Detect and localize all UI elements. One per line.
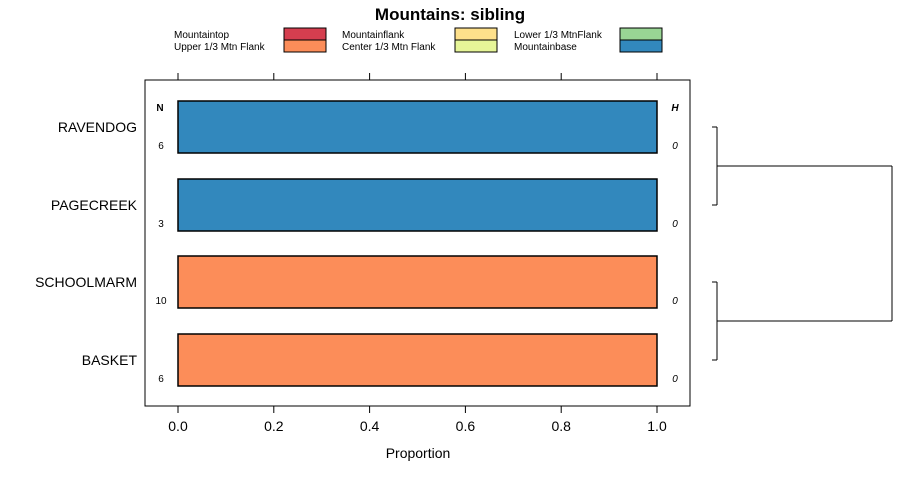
bar-ravendog-mountainbase: [178, 101, 657, 153]
n-h-annotations: N H 6 0 3 0 10 0 6 0: [155, 103, 679, 385]
n-value-pagecreek: 3: [158, 219, 164, 230]
bar-outline-basket: [177, 333, 658, 387]
chart-title: Mountains: sibling: [375, 5, 525, 24]
category-label-schoolmarm: SCHOOLMARM: [35, 274, 137, 290]
bar-pagecreek-mountainbase: [178, 179, 657, 231]
x-axis-title: Proportion: [386, 445, 451, 461]
n-value-schoolmarm: 10: [155, 296, 167, 307]
legend-label-upper-1-3-mtn-flank: Upper 1/3 Mtn Flank: [174, 42, 266, 53]
bar-basket-upper-1-3-mtn-flank: [178, 334, 657, 386]
x-axis: 0.0 0.2 0.4 0.6 0.8 1.0: [168, 73, 667, 434]
legend-swatch-center-1-3-mtn-flank: [454, 39, 498, 53]
h-value-ravendog: 0: [672, 141, 678, 152]
category-label-basket: BASKET: [82, 352, 138, 368]
legend-label-lower-1-3-mtnflank: Lower 1/3 MtnFlank: [514, 30, 603, 41]
category-labels: RAVENDOG PAGECREEK SCHOOLMARM BASKET: [35, 119, 138, 368]
x-tick-label: 0.6: [456, 418, 476, 434]
legend-swatch-mountainflank: [454, 27, 498, 41]
x-tick-label: 0.0: [168, 418, 188, 434]
legend-label-center-1-3-mtn-flank: Center 1/3 Mtn Flank: [342, 42, 436, 53]
legend-label-mountaintop: Mountaintop: [174, 30, 229, 41]
x-tick-label: 0.2: [264, 418, 284, 434]
n-column-header: N: [156, 103, 163, 114]
legend-label-mountainbase: Mountainbase: [514, 42, 577, 53]
n-value-ravendog: 6: [158, 141, 164, 152]
x-tick-label: 0.8: [551, 418, 571, 434]
h-value-pagecreek: 0: [672, 219, 678, 230]
x-tick-label: 1.0: [647, 418, 667, 434]
legend-swatch-mountainbase: [619, 39, 663, 53]
h-value-basket: 0: [672, 374, 678, 385]
bar-outline-ravendog: [177, 100, 658, 154]
legend-swatch-lower-1-3-mtnflank: [619, 27, 663, 41]
category-label-ravendog: RAVENDOG: [58, 119, 137, 135]
n-value-basket: 6: [158, 374, 164, 385]
h-value-schoolmarm: 0: [672, 296, 678, 307]
legend-swatch-mountaintop: [283, 27, 327, 41]
bar-outline-schoolmarm: [177, 255, 658, 309]
h-column-header: H: [671, 103, 679, 114]
bar-schoolmarm-upper-1-3-mtn-flank: [178, 256, 657, 308]
bar-outline-pagecreek: [177, 178, 658, 232]
dendrogram: [712, 126, 893, 361]
bar-group: [177, 100, 658, 387]
x-tick-label: 0.4: [360, 418, 380, 434]
category-label-pagecreek: PAGECREEK: [51, 197, 138, 213]
legend-swatch-upper-1-3-mtn-flank: [283, 39, 327, 53]
legend-label-mountainflank: Mountainflank: [342, 30, 405, 41]
plot-frame: [144, 79, 691, 407]
